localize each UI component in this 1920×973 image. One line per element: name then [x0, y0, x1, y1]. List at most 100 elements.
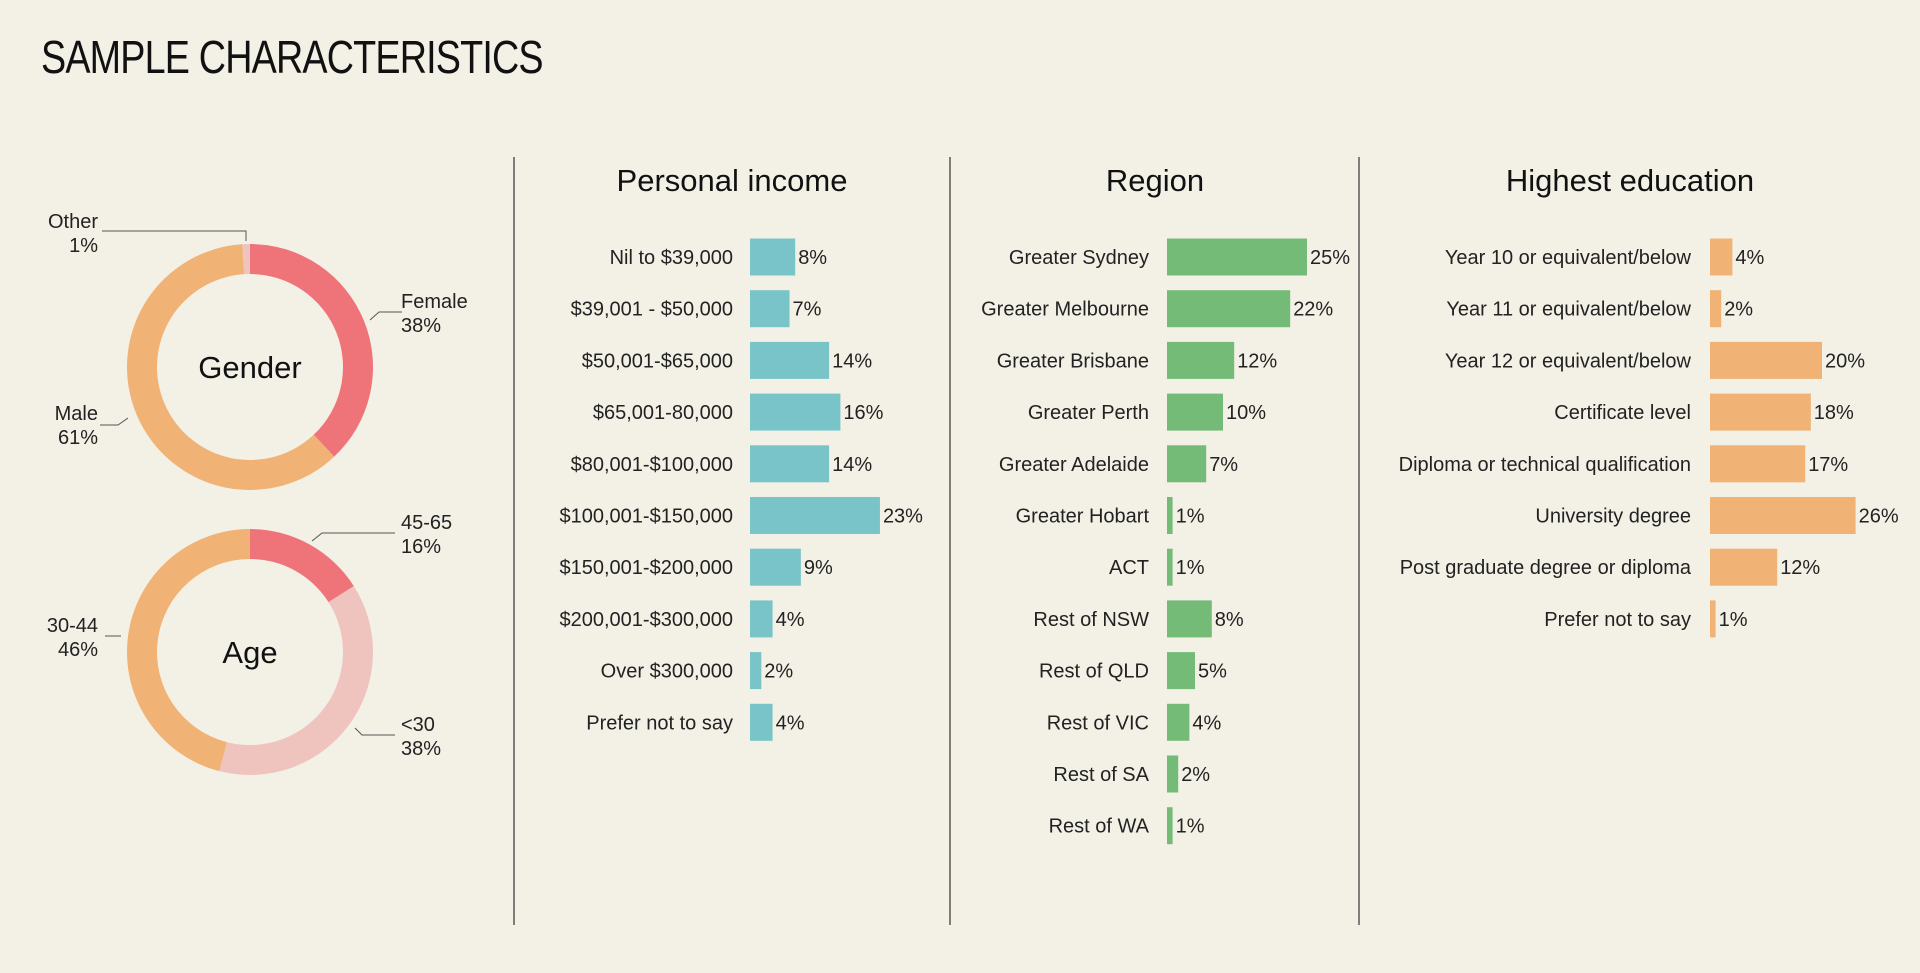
category-label-highest-education: Post graduate degree or diploma	[1400, 557, 1692, 579]
category-label-personal-income: $50,001-$65,000	[582, 350, 733, 372]
bar-region-greater-hobart	[1167, 497, 1173, 534]
bar-region-rest-of-nsw	[1167, 600, 1212, 638]
bar-region-rest-of-wa	[1167, 807, 1173, 845]
category-label-region: Greater Melbourne	[981, 299, 1149, 321]
category-label-personal-income: $150,001-$200,000	[560, 557, 734, 579]
data-label-region: 4%	[1192, 712, 1221, 734]
bar-highest-education-year-11-or-equivalent-below	[1710, 290, 1722, 328]
donut-label-value-age-45-65: 16%	[401, 536, 441, 558]
data-label-region: 22%	[1293, 299, 1333, 321]
data-label-highest-education: 18%	[1814, 402, 1854, 424]
bar-region-rest-of-sa	[1167, 755, 1179, 793]
category-label-personal-income: Over $300,000	[601, 661, 733, 683]
donut-slice-gender-male	[127, 244, 335, 490]
data-label-personal-income: 14%	[832, 454, 872, 476]
donut-label-name-age-30-44: 30-44	[47, 615, 98, 637]
bar-personal-income-nil-to-39-000	[750, 238, 796, 276]
category-label-personal-income: $39,001 - $50,000	[571, 299, 733, 321]
bar-personal-income-over-300-000	[750, 652, 762, 690]
data-label-region: 12%	[1237, 350, 1277, 372]
category-label-highest-education: Year 10 or equivalent/below	[1445, 247, 1692, 269]
bar-region-greater-melbourne	[1167, 290, 1291, 328]
category-label-region: Rest of NSW	[1033, 609, 1149, 631]
donut-label-value-age-30: 38%	[401, 738, 441, 760]
category-label-region: Greater Adelaide	[999, 454, 1149, 476]
category-label-personal-income: $65,001-80,000	[593, 402, 733, 424]
data-label-region: 5%	[1198, 661, 1227, 683]
data-label-region: 1%	[1176, 816, 1205, 838]
category-label-highest-education: University degree	[1535, 506, 1691, 528]
chart-title-highest-education: Highest education	[1506, 163, 1754, 198]
data-label-region: 25%	[1310, 247, 1350, 269]
bar-region-act	[1167, 548, 1173, 586]
data-label-personal-income: 23%	[883, 506, 923, 528]
bar-highest-education-university-degree	[1710, 497, 1856, 534]
donut-title-age: Age	[222, 635, 277, 670]
category-label-region: ACT	[1109, 557, 1149, 579]
data-label-region: 8%	[1215, 609, 1244, 631]
category-label-region: Rest of SA	[1053, 764, 1149, 786]
bar-personal-income-80-001-100-000	[750, 445, 830, 483]
donut-leader-gender-male	[100, 417, 129, 426]
category-label-region: Greater Brisbane	[997, 350, 1149, 372]
data-label-personal-income: 4%	[776, 609, 805, 631]
donut-leader-age-30	[354, 727, 395, 736]
data-label-personal-income: 9%	[804, 557, 833, 579]
data-label-personal-income: 4%	[776, 712, 805, 734]
data-label-region: 7%	[1209, 454, 1238, 476]
bar-region-greater-adelaide	[1167, 445, 1207, 483]
donut-label-value-gender-female: 38%	[401, 315, 441, 337]
donut-label-name-gender-female: Female	[401, 291, 468, 313]
bar-personal-income-prefer-not-to-say	[750, 703, 773, 741]
donut-slice-age-45-65	[250, 529, 354, 603]
donut-leader-gender-other	[102, 230, 247, 241]
donut-label-name-gender-other: Other	[48, 211, 98, 233]
bar-highest-education-diploma-or-technical-qualification	[1710, 445, 1806, 483]
category-label-highest-education: Year 12 or equivalent/below	[1445, 350, 1692, 372]
chart-title-region: Region	[1106, 163, 1204, 198]
donut-title-gender: Gender	[198, 350, 301, 385]
data-label-personal-income: 16%	[843, 402, 883, 424]
category-label-highest-education: Prefer not to say	[1544, 609, 1691, 631]
category-label-highest-education: Diploma or technical qualification	[1399, 454, 1691, 476]
bar-highest-education-year-12-or-equivalent-below	[1710, 341, 1822, 379]
category-label-region: Rest of QLD	[1039, 661, 1149, 683]
bar-personal-income-65-001-80-000	[750, 393, 841, 431]
chart-title-personal-income: Personal income	[617, 163, 848, 198]
data-label-highest-education: 1%	[1719, 609, 1748, 631]
data-label-region: 10%	[1226, 402, 1266, 424]
donut-label-value-age-30-44: 46%	[58, 639, 98, 661]
donut-slice-gender-female	[250, 244, 373, 457]
bar-highest-education-certificate-level	[1710, 393, 1811, 431]
bar-region-greater-brisbane	[1167, 341, 1235, 379]
bar-region-greater-sydney	[1167, 238, 1307, 276]
data-label-highest-education: 2%	[1724, 299, 1753, 321]
donut-leader-gender-female	[369, 311, 402, 321]
donut-label-name-age-45-65: 45-65	[401, 512, 452, 534]
bar-personal-income-150-001-200-000	[750, 548, 801, 586]
data-label-highest-education: 20%	[1825, 350, 1865, 372]
category-label-region: Rest of WA	[1049, 816, 1150, 838]
data-label-highest-education: 17%	[1808, 454, 1848, 476]
donut-slice-gender-other	[242, 244, 250, 275]
bar-highest-education-year-10-or-equivalent-below	[1710, 238, 1733, 276]
donut-slice-age-30-44	[127, 529, 250, 772]
bar-highest-education-post-graduate-degree-or-diploma	[1710, 548, 1778, 586]
data-label-highest-education: 12%	[1780, 557, 1820, 579]
data-label-highest-education: 26%	[1859, 506, 1899, 528]
donut-label-value-gender-other: 1%	[69, 235, 98, 257]
category-label-personal-income: Nil to $39,000	[610, 247, 733, 269]
category-label-region: Greater Sydney	[1009, 247, 1149, 269]
data-label-region: 2%	[1181, 764, 1210, 786]
category-label-region: Greater Perth	[1028, 402, 1149, 424]
category-label-personal-income: Prefer not to say	[586, 712, 733, 734]
bar-personal-income-200-001-300-000	[750, 600, 773, 638]
category-label-highest-education: Certificate level	[1554, 402, 1691, 424]
data-label-personal-income: 14%	[832, 350, 872, 372]
data-label-personal-income: 2%	[764, 661, 793, 683]
data-label-personal-income: 8%	[798, 247, 827, 269]
category-label-personal-income: $200,001-$300,000	[560, 609, 734, 631]
page-title: SAMPLE CHARACTERISTICS	[41, 31, 544, 83]
donut-label-name-gender-male: Male	[55, 403, 98, 425]
